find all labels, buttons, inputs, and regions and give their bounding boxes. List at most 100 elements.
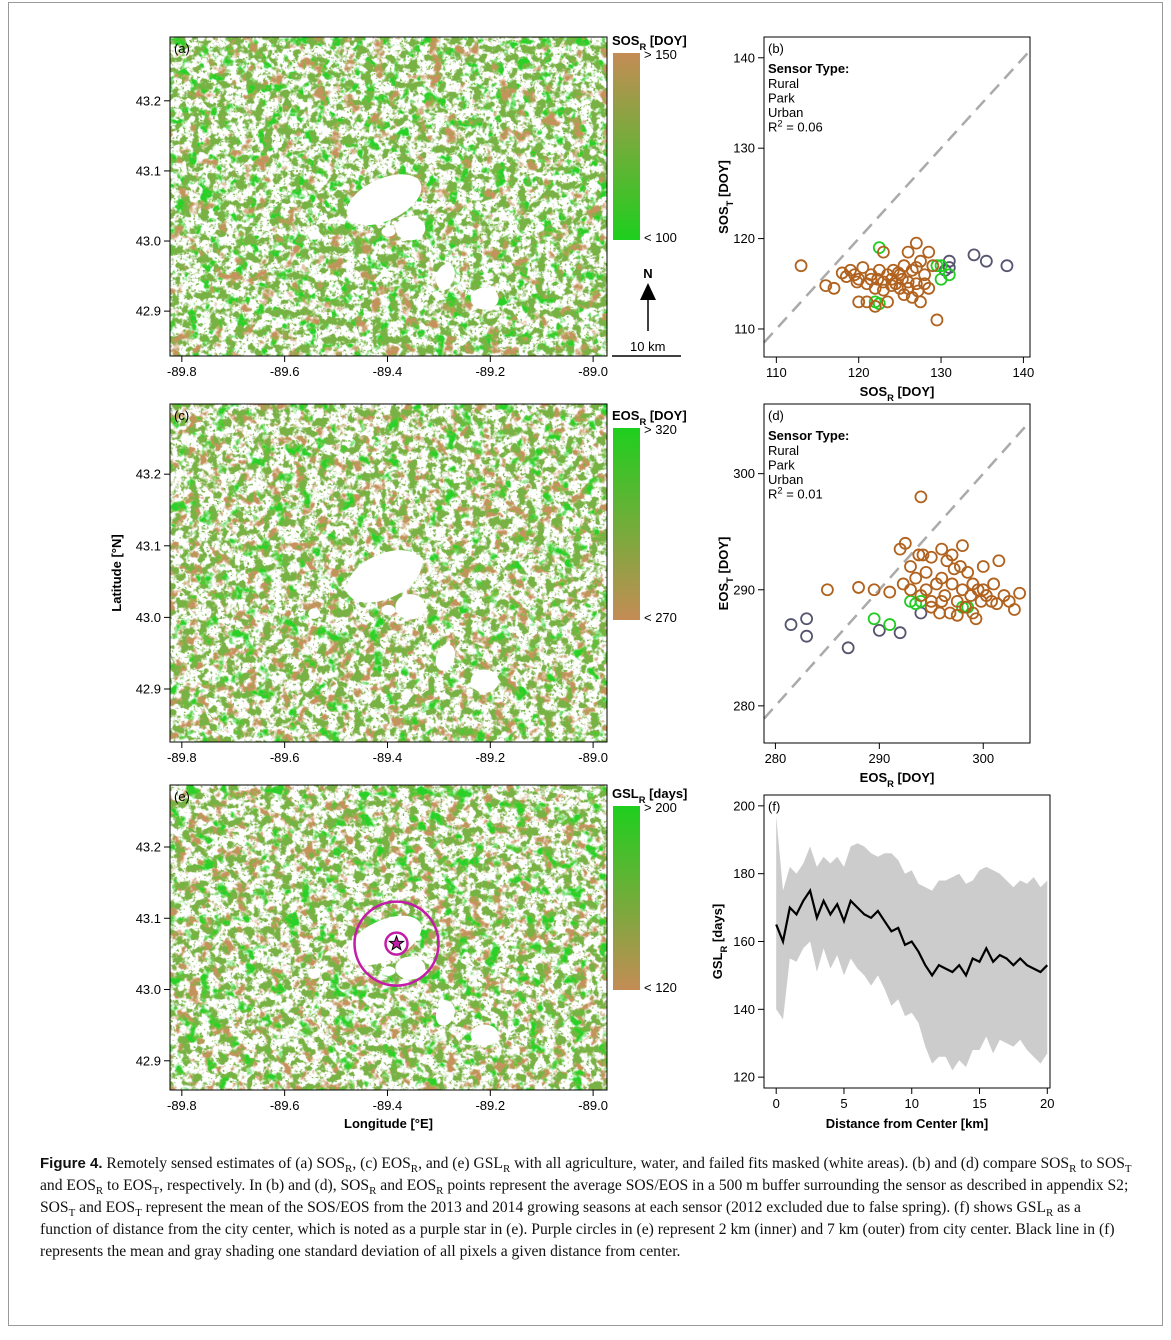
- colorbar: [613, 428, 640, 620]
- x-tick-label: 120: [848, 365, 870, 380]
- caption-subscript: R: [1069, 1163, 1077, 1176]
- sensor-point: [909, 277, 923, 291]
- sensor-point: [827, 281, 841, 295]
- colorbar-label: > 150: [644, 47, 677, 62]
- lake: [395, 216, 426, 241]
- sensor-point: [922, 281, 936, 295]
- colorbar-label: > 200: [644, 800, 677, 815]
- city-center-star: [387, 934, 406, 951]
- sensor-point: [935, 571, 949, 585]
- lake: [308, 229, 321, 240]
- x-tick-label: -89.4: [373, 1098, 403, 1113]
- y-axis-label-part: [DOY]: [716, 160, 731, 200]
- sensor-point: [914, 295, 927, 309]
- sensor-point: [893, 281, 907, 295]
- y-axis-label-part: [days]: [710, 904, 725, 946]
- lake: [381, 604, 396, 616]
- mean-line: [775, 887, 1049, 978]
- one-to-one-line: [763, 49, 1031, 344]
- x-tick-label: 5: [840, 1096, 847, 1111]
- sensor-point: [904, 583, 917, 597]
- sensor-point: [1008, 603, 1021, 616]
- colorbar-title-part: SOS: [612, 33, 640, 48]
- sensor-point: [964, 589, 978, 602]
- y-tick-label: 130: [733, 141, 755, 156]
- panel-label: (b): [768, 41, 784, 56]
- y-tick-label: 43.2: [136, 93, 161, 108]
- x-axis-label-part: SOS: [860, 384, 888, 399]
- sensor-point: [904, 560, 917, 573]
- colorbar-title-part: [days]: [645, 786, 687, 801]
- lake: [435, 1001, 455, 1026]
- one-to-one-line: [763, 420, 1031, 720]
- sensor-point: [897, 288, 911, 302]
- colorbar-label: > 320: [644, 422, 677, 437]
- colorbar-title: EOSR [DOY]: [612, 408, 687, 427]
- caption-text: with all agriculture, water, and failed …: [510, 1155, 1070, 1172]
- r-squared: R2 = 0.06: [768, 119, 823, 135]
- sensor-point: [909, 261, 923, 274]
- sensor-point: [945, 577, 959, 591]
- x-tick-label: -89.8: [167, 750, 197, 765]
- x-tick-label: 10: [905, 1096, 919, 1111]
- x-tick-label: -89.8: [167, 1098, 197, 1113]
- caption-text: to SOS: [1076, 1155, 1125, 1172]
- outer-ring: [353, 900, 440, 987]
- r-squared-part: 2: [777, 486, 782, 496]
- sensor-point: [895, 272, 909, 286]
- plot-frame: [763, 403, 1031, 744]
- sensor-point: [856, 261, 870, 274]
- y-tick-label: 42.9: [136, 1053, 161, 1068]
- caption-text: , and (e) GSL: [418, 1155, 503, 1172]
- caption-text: represent the mean of the SOS/EOS from t…: [141, 1199, 1046, 1216]
- sensor-point: [924, 600, 938, 614]
- plot-frame: [763, 794, 1051, 1089]
- y-tick-label: 43.1: [136, 538, 161, 553]
- colorbar-label: < 120: [644, 980, 677, 995]
- caption-text: to EOS: [103, 1177, 153, 1194]
- caption-subscript: T: [68, 1207, 76, 1220]
- r-squared: R2 = 0.01: [768, 486, 823, 502]
- y-tick-label: 43.2: [136, 839, 161, 854]
- sensor-point: [922, 245, 936, 259]
- sensor-point: [909, 236, 923, 250]
- sensor-point: [916, 548, 930, 562]
- lake: [308, 608, 321, 619]
- sensor-point: [950, 608, 964, 622]
- caption-text: , (c) EOS: [352, 1155, 411, 1172]
- x-tick-label: 290: [868, 751, 890, 766]
- sensor-point: [919, 583, 933, 597]
- y-tick-label: 43.1: [136, 911, 161, 926]
- sensor-point: [909, 571, 923, 585]
- sensor-point: [852, 581, 865, 594]
- x-tick-label: -89.6: [270, 750, 300, 765]
- legend-title: Sensor Type:: [768, 61, 849, 76]
- colorbar-title-part: EOS: [612, 408, 640, 423]
- lake: [470, 287, 499, 310]
- y-axis-label-part: GSL: [710, 952, 725, 979]
- plot-frame: [169, 784, 608, 1091]
- x-tick-label: -89.6: [270, 1098, 300, 1113]
- x-tick-label: -89.2: [475, 750, 505, 765]
- y-tick-label: 200: [733, 798, 755, 813]
- caption-subscript: R: [436, 1185, 444, 1198]
- y-axis-label-part: R: [719, 945, 729, 952]
- sensor-point: [935, 542, 949, 556]
- x-tick-label: -89.2: [475, 364, 505, 379]
- lake: [381, 966, 396, 976]
- x-tick-label: 0: [773, 1096, 780, 1111]
- sensor-point: [852, 295, 866, 309]
- x-tick-label: -89.6: [270, 364, 300, 379]
- colorbar-label: < 100: [644, 230, 677, 245]
- colorbar-title-part: GSL: [612, 786, 639, 801]
- caption-text: and EOS: [40, 1177, 96, 1194]
- r-squared-part: 2: [777, 119, 782, 129]
- sensor-point: [883, 618, 897, 631]
- sensor-point: [942, 261, 956, 274]
- y-axis-label: SOST [DOY]: [716, 160, 735, 234]
- r-squared-part: R: [768, 120, 777, 135]
- figure: -89.8 -89.6 -89.4 -89.2 -89.0 42.9 43.0 43.1 43.…: [109, 33, 1055, 1131]
- caption: Figure 4. Remotely sensed estimates of (…: [40, 1153, 1135, 1263]
- x-axis-label: EOSR [DOY]: [860, 770, 935, 789]
- x-tick-label: 280: [765, 751, 787, 766]
